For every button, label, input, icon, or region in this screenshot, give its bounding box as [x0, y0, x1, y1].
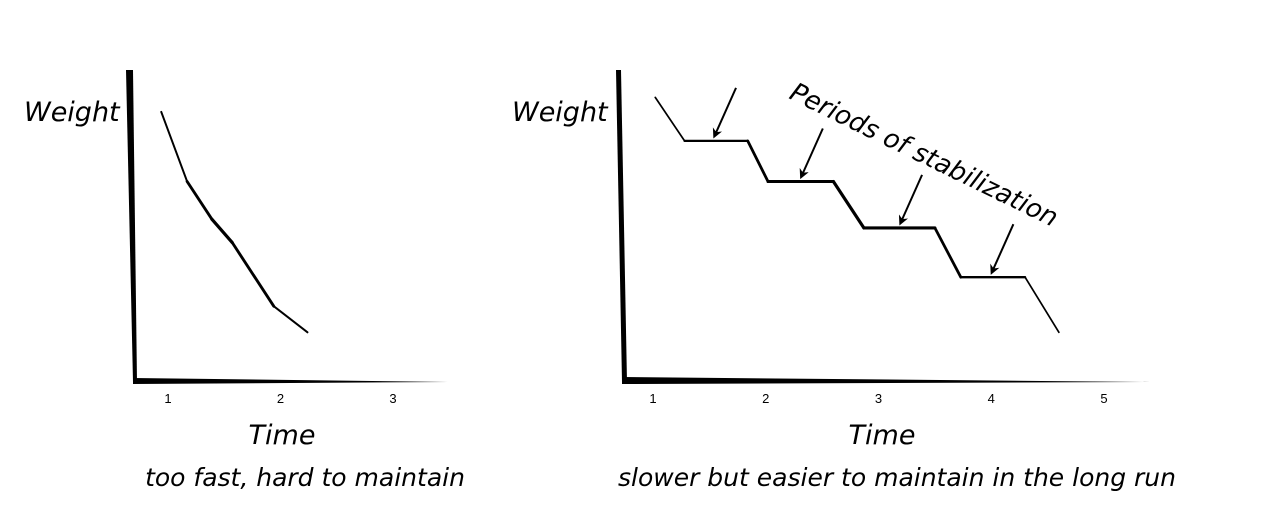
series-segment: [654, 96, 686, 142]
right-caption: slower but easier to maintain in the lon…: [618, 463, 1176, 492]
x-tick-label: 3: [875, 391, 882, 406]
stabilization-arrow: [990, 223, 1015, 275]
right-y-axis-label: Weight: [512, 97, 609, 128]
stabilization-arrow: [799, 128, 824, 180]
series-segment: [210, 217, 234, 244]
right-chart: Weight Time slower but easier to maintai…: [512, 70, 1176, 492]
left-caption: too fast, hard to maintain: [145, 463, 465, 492]
series-segment: [746, 139, 770, 183]
left-x-axis-label: Time: [249, 420, 316, 451]
left-y-axis: [126, 70, 137, 382]
left-chart: Weight Time too fast, hard to maintain 1…: [24, 70, 465, 492]
series-segment: [160, 110, 189, 183]
x-tick-label: 4: [988, 391, 995, 406]
x-tick-label: 1: [649, 391, 656, 406]
right-series: [654, 96, 1060, 334]
x-tick-label: 2: [277, 391, 284, 406]
right-x-axis-label: Time: [849, 420, 916, 451]
series-segment: [230, 240, 276, 308]
series-segment: [933, 226, 963, 279]
left-series: [160, 110, 309, 334]
stabilization-arrows: [712, 87, 1015, 275]
right-y-axis: [616, 70, 627, 382]
right-x-ticks: 1 2 3 4 5: [649, 391, 1107, 406]
x-tick-label: 5: [1100, 391, 1107, 406]
x-tick-label: 3: [389, 391, 396, 406]
series-segment: [272, 305, 309, 334]
x-tick-label: 2: [762, 391, 769, 406]
series-segment: [831, 179, 866, 230]
stabilization-arrow: [898, 174, 923, 226]
left-y-axis-label: Weight: [24, 97, 121, 128]
series-segment: [1024, 276, 1060, 334]
stabilization-arrow: [712, 87, 737, 139]
left-x-ticks: 1 2 3: [164, 391, 396, 406]
stabilization-annotation: Periods of stabilization: [785, 77, 1063, 233]
left-x-axis: [133, 378, 448, 384]
right-x-axis: [622, 377, 1150, 384]
series-segment: [185, 180, 214, 221]
x-tick-label: 1: [164, 391, 171, 406]
